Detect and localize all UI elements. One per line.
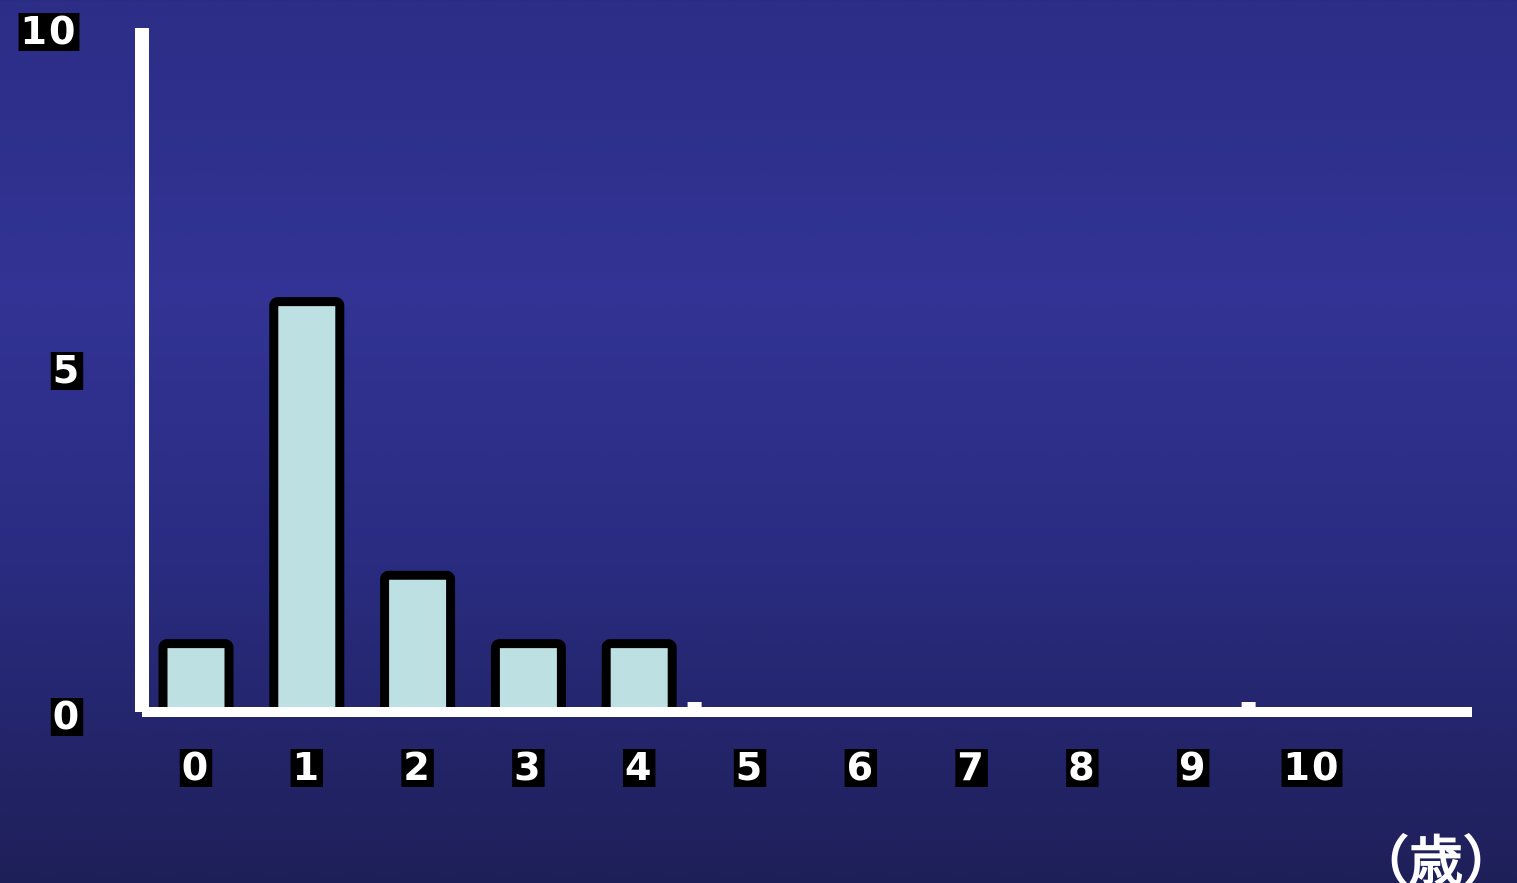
x-tick-label-1-text: 1	[293, 745, 321, 789]
x-tick-label-8-text: 8	[1068, 745, 1096, 789]
y-tick-label-0-bg	[50, 698, 84, 736]
x-tick-label-0-text: 0	[182, 745, 210, 789]
x-tick-label-1-bg	[290, 749, 324, 787]
x-tick-label-10-text: 10	[1284, 745, 1341, 789]
x-tick-label-9-bg	[1176, 749, 1210, 787]
x-tick-label-2-text: 2	[403, 745, 431, 789]
y-tick-label-5-bg	[50, 352, 84, 390]
axes-layer	[135, 28, 1472, 717]
x-tick-label-5-text: 5	[736, 745, 764, 789]
x-tick-label-10-bg	[1281, 749, 1343, 787]
x-tick-label-4-text: 4	[625, 745, 653, 789]
x-tick-label-3-bg	[512, 749, 545, 787]
x-tick-label-3: 3	[512, 745, 545, 789]
x-tick-label-0: 0	[179, 745, 213, 789]
x-tick-label-9: 9	[1176, 745, 1210, 789]
axis-mark-1	[687, 702, 702, 710]
x-tick-label-8: 8	[1066, 745, 1099, 789]
x-tick-label-3-text: 3	[514, 745, 542, 789]
x-tick-label-4: 4	[622, 745, 656, 789]
x-tick-labels: 0 1 2 3 4 5 6 7 8 9 10	[179, 745, 1343, 789]
x-tick-label-5: 5	[733, 745, 767, 789]
x-tick-label-4-bg	[622, 749, 656, 787]
bar-2	[380, 570, 456, 717]
bars-layer	[158, 297, 677, 717]
x-tick-label-9-text: 9	[1179, 745, 1207, 789]
x-tick-label-2: 2	[401, 745, 434, 789]
x-tick-label-6-bg	[844, 749, 878, 787]
x-tick-label-6: 6	[844, 745, 878, 789]
x-tick-label-7: 7	[955, 745, 988, 789]
x-tick-label-7-text: 7	[957, 745, 985, 789]
x-tick-label-2-bg	[401, 749, 434, 787]
y-tick-label-5-text: 5	[53, 348, 81, 392]
y-tick-label-10-text: 10	[21, 9, 78, 53]
x-tick-label-1: 1	[290, 745, 324, 789]
x-tick-label-5-bg	[733, 749, 767, 787]
y-tick-label-10: 10	[18, 9, 80, 53]
axis-mark-2	[1241, 702, 1256, 710]
y-tick-labels: 0 5 10	[18, 9, 84, 738]
bar-1	[269, 297, 345, 717]
x-tick-label-7-bg	[955, 749, 988, 787]
y-tick-label-0: 0	[50, 694, 84, 738]
x-axis-unit-label: （歳）	[1355, 830, 1517, 883]
bar-0	[158, 639, 234, 717]
bar-4	[601, 639, 677, 717]
y-tick-label-5: 5	[50, 348, 84, 392]
x-tick-label-10: 10	[1281, 745, 1343, 789]
bar-3	[490, 639, 566, 717]
x-tick-label-0-bg	[179, 749, 213, 787]
x-tick-label-8-bg	[1066, 749, 1099, 787]
y-tick-label-10-bg	[18, 13, 80, 51]
y-tick-label-0-text: 0	[53, 694, 81, 738]
x-tick-label-6-text: 6	[847, 745, 875, 789]
